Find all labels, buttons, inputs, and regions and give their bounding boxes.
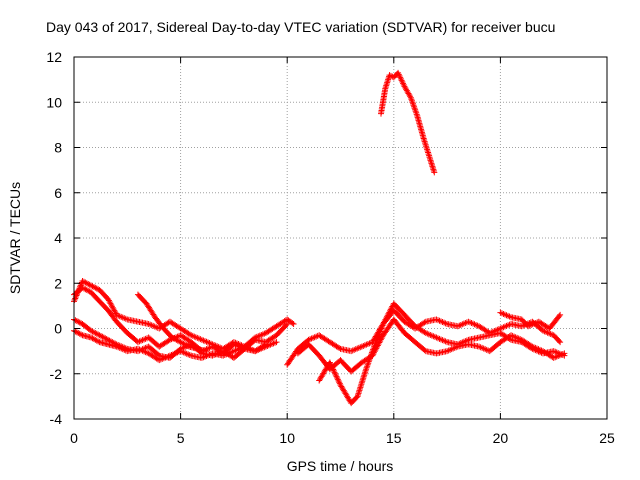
data-point [412, 108, 419, 115]
x-tick-label: 15 [386, 430, 402, 446]
data-point [331, 369, 338, 376]
data-point [336, 380, 343, 387]
data-point [421, 329, 428, 336]
data-point [421, 319, 428, 326]
data-point [363, 364, 370, 371]
y-tick-label: 6 [54, 185, 62, 201]
data-point [326, 359, 333, 366]
data-point [77, 283, 84, 290]
y-tick-label: 10 [46, 94, 62, 110]
data-point [74, 289, 81, 296]
series-track-i [497, 309, 564, 332]
y-tick-label: 4 [54, 230, 62, 246]
data-point [328, 362, 335, 369]
grid [74, 57, 607, 419]
data-point [413, 111, 420, 118]
data-point [409, 100, 416, 107]
data-point [75, 288, 82, 295]
data-point [413, 109, 420, 116]
series-track-e [134, 291, 210, 355]
data-point [77, 282, 84, 289]
data-point [289, 320, 296, 327]
data-point [95, 338, 102, 345]
y-tick-label: 8 [54, 140, 62, 156]
data-point [78, 331, 85, 338]
data-point [411, 103, 418, 110]
axis-ticks: 0 5 10 15 20 25 -4 -2 0 2 4 6 8 10 12 [46, 49, 615, 446]
x-tick-label: 5 [177, 430, 185, 446]
data-point [412, 106, 419, 113]
data-point [328, 363, 335, 370]
data-points [71, 69, 568, 407]
data-point [75, 286, 82, 293]
data-point [203, 348, 210, 355]
data-point [329, 365, 336, 372]
series-track-g [294, 316, 568, 375]
chart-title: Day 043 of 2017, Sidereal Day-to-day VTE… [46, 19, 555, 35]
data-point [333, 373, 340, 380]
data-point [330, 366, 337, 373]
y-tick-label: 0 [54, 321, 62, 337]
data-point [332, 370, 339, 377]
data-point [409, 99, 416, 106]
data-point [273, 339, 280, 346]
x-tick-label: 0 [70, 430, 78, 446]
data-point [363, 366, 370, 373]
data-point [184, 342, 191, 349]
data-point [557, 339, 564, 346]
data-point [407, 93, 414, 100]
x-tick-label: 20 [493, 430, 509, 446]
data-point [76, 285, 83, 292]
data-point [410, 102, 417, 109]
data-point [421, 347, 428, 354]
data-point [431, 169, 438, 176]
x-tick-label: 25 [599, 430, 615, 446]
data-point [334, 374, 341, 381]
y-tick-label: 12 [46, 49, 62, 65]
data-point [72, 295, 79, 302]
data-point [74, 291, 81, 298]
data-point [411, 105, 418, 112]
series-track-f [284, 300, 568, 368]
data-point [186, 331, 193, 338]
y-tick-label: -2 [50, 366, 63, 382]
data-point [335, 377, 342, 384]
data-point [557, 311, 564, 318]
data-point [332, 372, 339, 379]
data-point [330, 367, 337, 374]
y-tick-label: 2 [54, 275, 62, 291]
y-axis-label: SDTVAR / TECUs [7, 182, 23, 294]
data-point [364, 363, 371, 370]
data-point [71, 296, 78, 303]
data-point [336, 345, 343, 352]
data-point [336, 379, 343, 386]
data-point [556, 313, 563, 320]
data-point [290, 320, 297, 327]
data-point [528, 342, 535, 349]
series-track-j [378, 69, 438, 176]
data-point [561, 350, 568, 357]
series-track-b [71, 277, 297, 352]
x-axis-label: GPS time / hours [287, 458, 394, 474]
y-tick-label: -4 [50, 411, 63, 427]
data-point [165, 337, 172, 344]
series-track-d [71, 327, 280, 364]
data-point [556, 337, 563, 344]
data-point [327, 360, 334, 367]
x-tick-label: 10 [279, 430, 295, 446]
data-point [334, 376, 341, 383]
